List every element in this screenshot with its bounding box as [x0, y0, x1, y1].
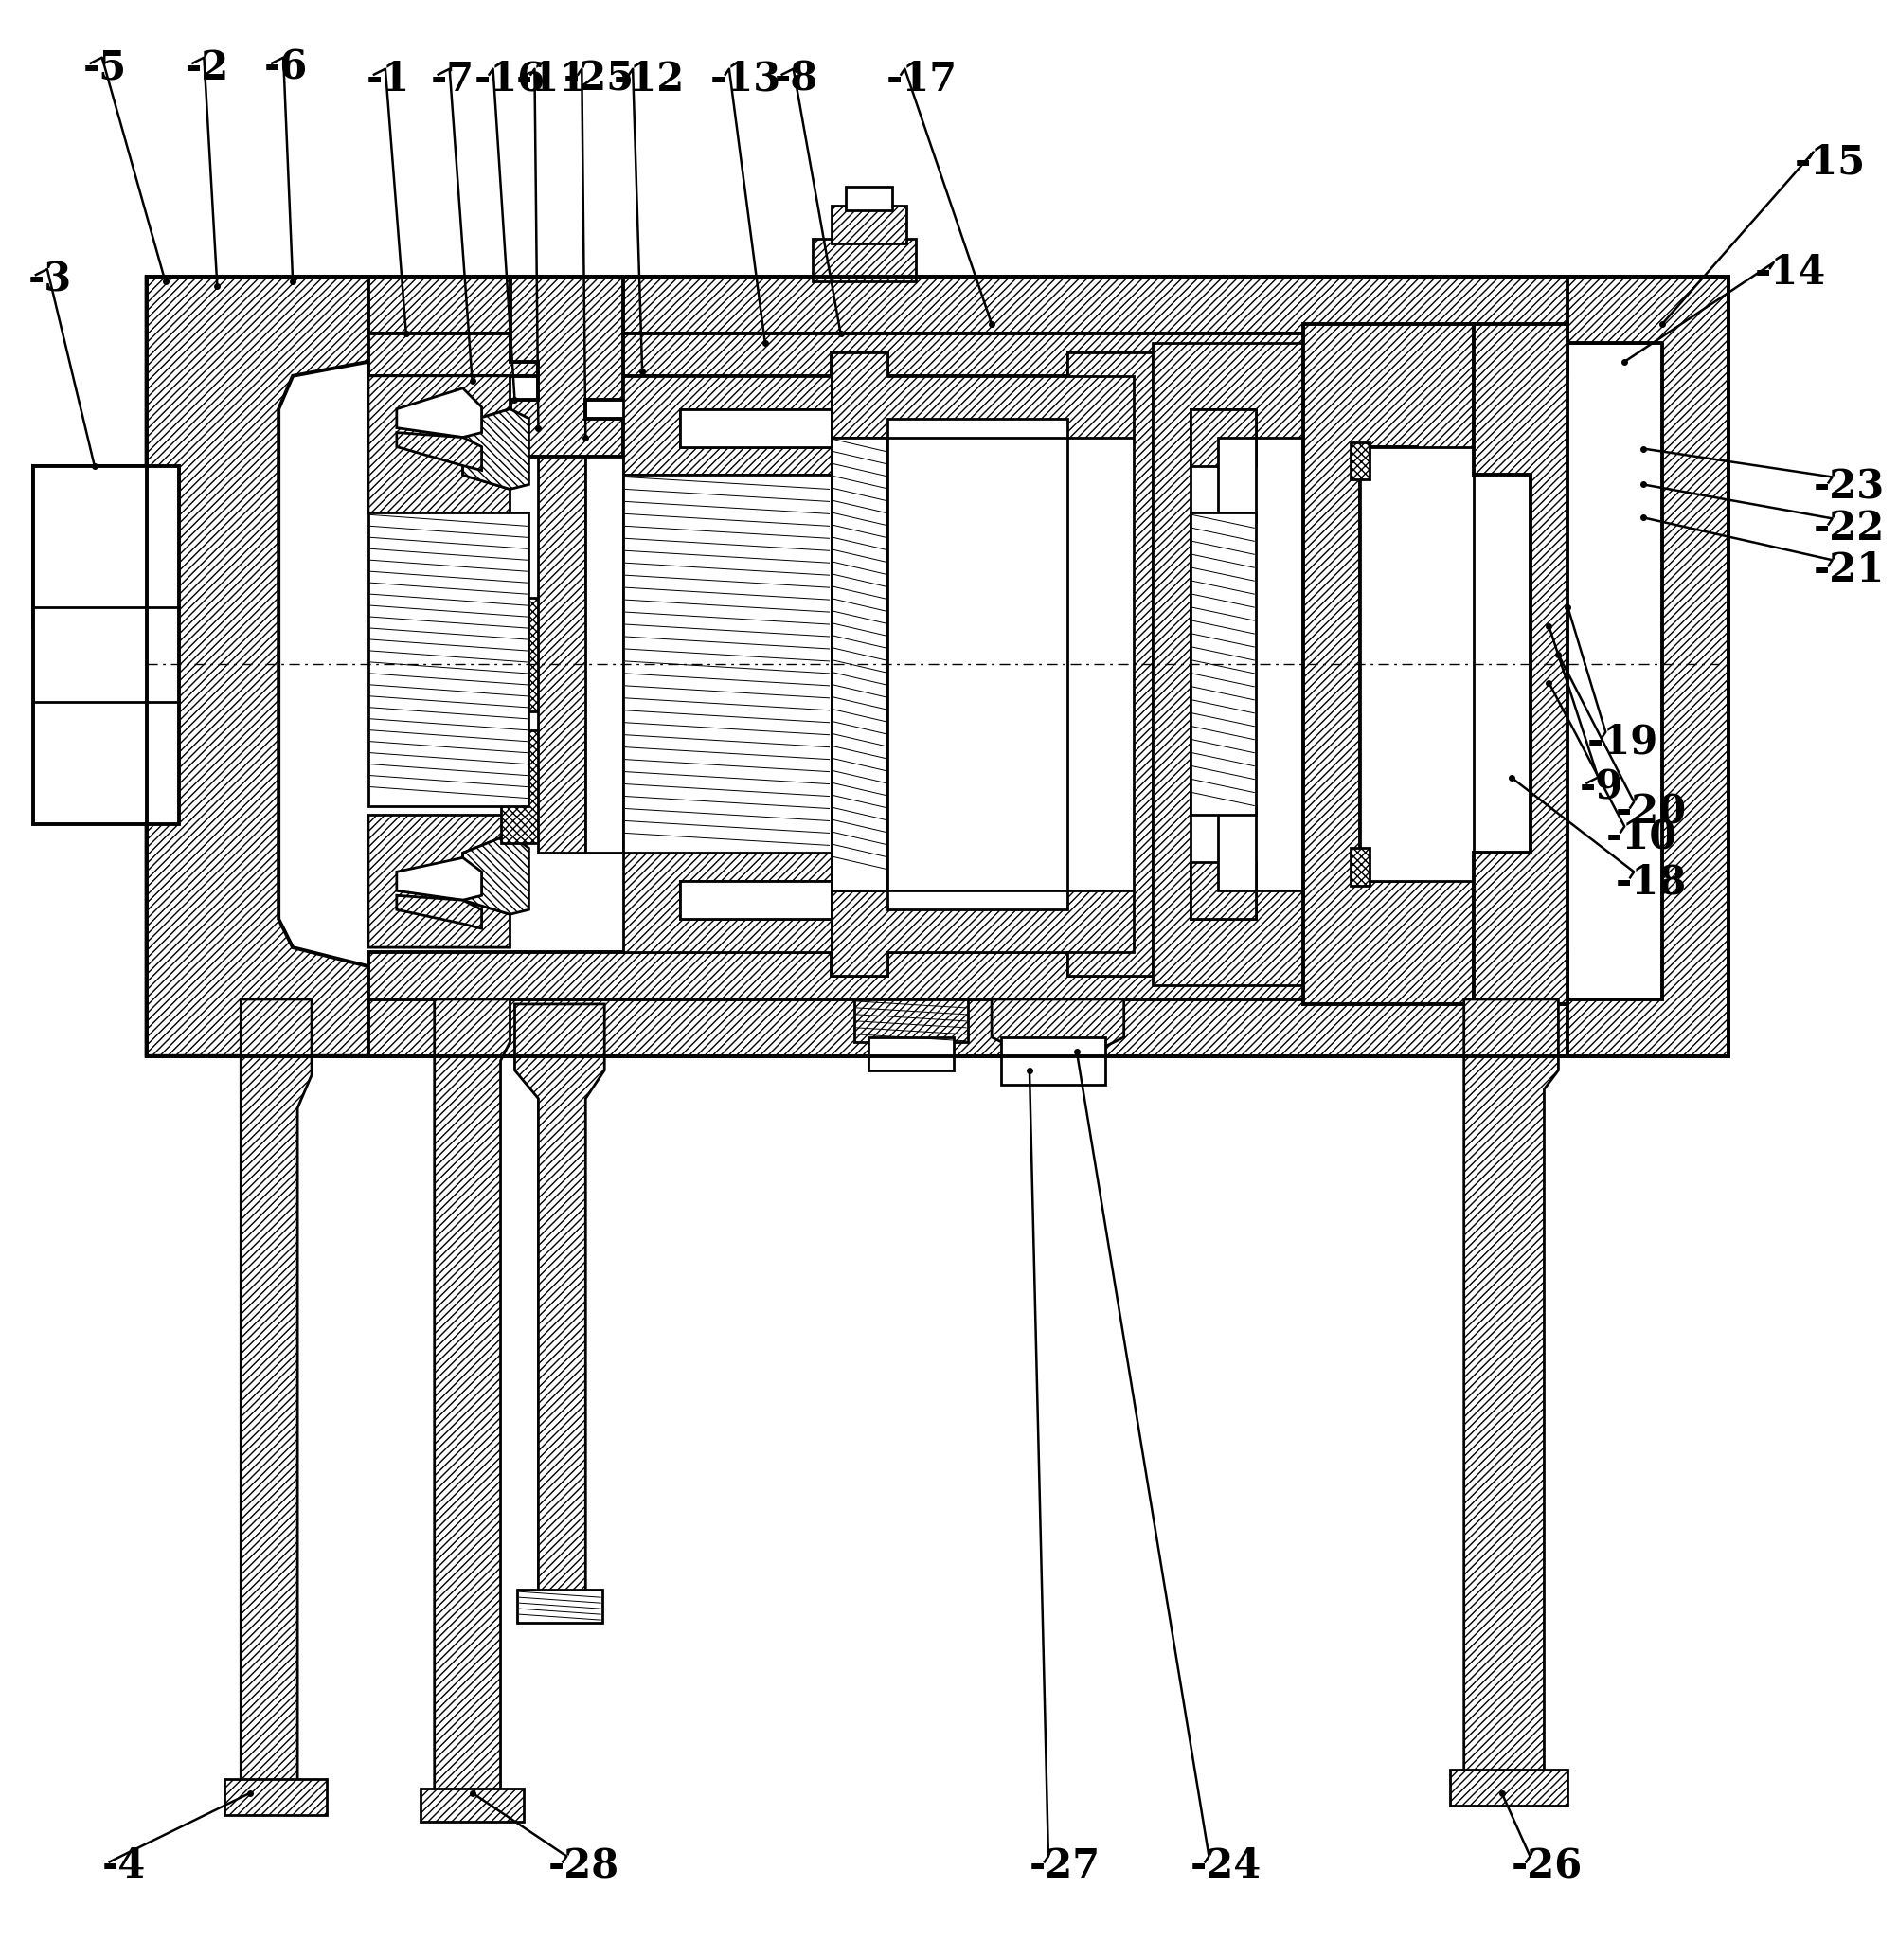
Bar: [32, 466, 180, 484]
Polygon shape: [831, 353, 1152, 437]
Text: -9: -9: [1579, 768, 1623, 808]
Bar: [1219, 437, 1256, 521]
Polygon shape: [368, 815, 511, 947]
Bar: [1351, 443, 1370, 480]
Polygon shape: [368, 1000, 1568, 1056]
Polygon shape: [539, 457, 623, 853]
Text: -22: -22: [1813, 510, 1885, 549]
Polygon shape: [1152, 343, 1304, 986]
Text: -4: -4: [102, 1846, 146, 1887]
Bar: [679, 882, 831, 919]
Bar: [32, 466, 180, 825]
Polygon shape: [397, 858, 482, 900]
Text: -13: -13: [710, 59, 782, 100]
Bar: [1190, 514, 1256, 815]
Bar: [1450, 1770, 1568, 1805]
Text: -7: -7: [431, 59, 474, 100]
Polygon shape: [32, 466, 180, 514]
Polygon shape: [623, 376, 831, 474]
Text: -2: -2: [186, 49, 230, 88]
Polygon shape: [241, 1000, 311, 1788]
Text: -26: -26: [1511, 1846, 1583, 1887]
Polygon shape: [463, 410, 530, 490]
Polygon shape: [463, 835, 530, 915]
Polygon shape: [831, 890, 1152, 976]
Text: -10: -10: [1606, 817, 1676, 857]
Bar: [1190, 410, 1256, 466]
Text: -3: -3: [28, 259, 72, 300]
Bar: [518, 1590, 602, 1623]
Text: -21: -21: [1813, 551, 1885, 590]
Polygon shape: [1304, 323, 1473, 1004]
Polygon shape: [397, 896, 482, 929]
Bar: [831, 206, 907, 243]
Text: -18: -18: [1615, 862, 1685, 902]
Text: -15: -15: [1794, 143, 1866, 182]
Bar: [501, 598, 568, 711]
Bar: [1000, 1037, 1105, 1084]
Text: -19: -19: [1587, 723, 1659, 762]
Polygon shape: [397, 388, 482, 437]
Text: -12: -12: [613, 59, 685, 100]
Bar: [869, 1037, 955, 1070]
Polygon shape: [1568, 276, 1729, 1056]
Text: -25: -25: [564, 59, 634, 100]
Bar: [586, 457, 623, 853]
Bar: [1190, 862, 1256, 919]
Text: -5: -5: [84, 49, 127, 88]
Polygon shape: [368, 333, 1568, 376]
Bar: [831, 437, 888, 890]
Bar: [854, 1000, 968, 1043]
Text: -1: -1: [366, 59, 410, 100]
Text: -14: -14: [1756, 253, 1826, 292]
Text: -8: -8: [774, 59, 818, 100]
Polygon shape: [991, 1000, 1124, 1084]
Polygon shape: [812, 239, 917, 282]
Text: -16: -16: [474, 59, 545, 100]
Bar: [501, 731, 568, 843]
Bar: [1361, 447, 1473, 882]
Bar: [888, 437, 1067, 890]
Polygon shape: [1067, 353, 1152, 976]
Text: -28: -28: [549, 1846, 619, 1887]
Text: -24: -24: [1190, 1846, 1262, 1887]
Polygon shape: [397, 433, 482, 470]
Bar: [1219, 806, 1256, 890]
Bar: [623, 474, 831, 853]
Polygon shape: [623, 853, 831, 953]
Bar: [224, 1780, 326, 1815]
Bar: [180, 617, 235, 674]
Polygon shape: [368, 376, 511, 514]
Text: -17: -17: [886, 59, 957, 100]
Text: -23: -23: [1813, 468, 1885, 508]
Polygon shape: [32, 466, 180, 625]
Bar: [419, 1788, 524, 1821]
Polygon shape: [514, 1004, 604, 1619]
Bar: [679, 410, 831, 447]
Text: -6: -6: [264, 49, 307, 88]
Polygon shape: [368, 276, 1653, 343]
Text: -20: -20: [1615, 792, 1685, 833]
Bar: [34, 608, 178, 682]
Polygon shape: [511, 276, 623, 457]
Text: -27: -27: [1029, 1846, 1101, 1887]
Bar: [1351, 849, 1370, 886]
Polygon shape: [1473, 323, 1568, 1004]
Bar: [845, 186, 892, 210]
Polygon shape: [435, 1000, 511, 1797]
Polygon shape: [368, 953, 1568, 1000]
Bar: [368, 514, 530, 806]
Text: -11: -11: [516, 59, 586, 100]
Polygon shape: [146, 276, 368, 1056]
Polygon shape: [1463, 1000, 1558, 1780]
